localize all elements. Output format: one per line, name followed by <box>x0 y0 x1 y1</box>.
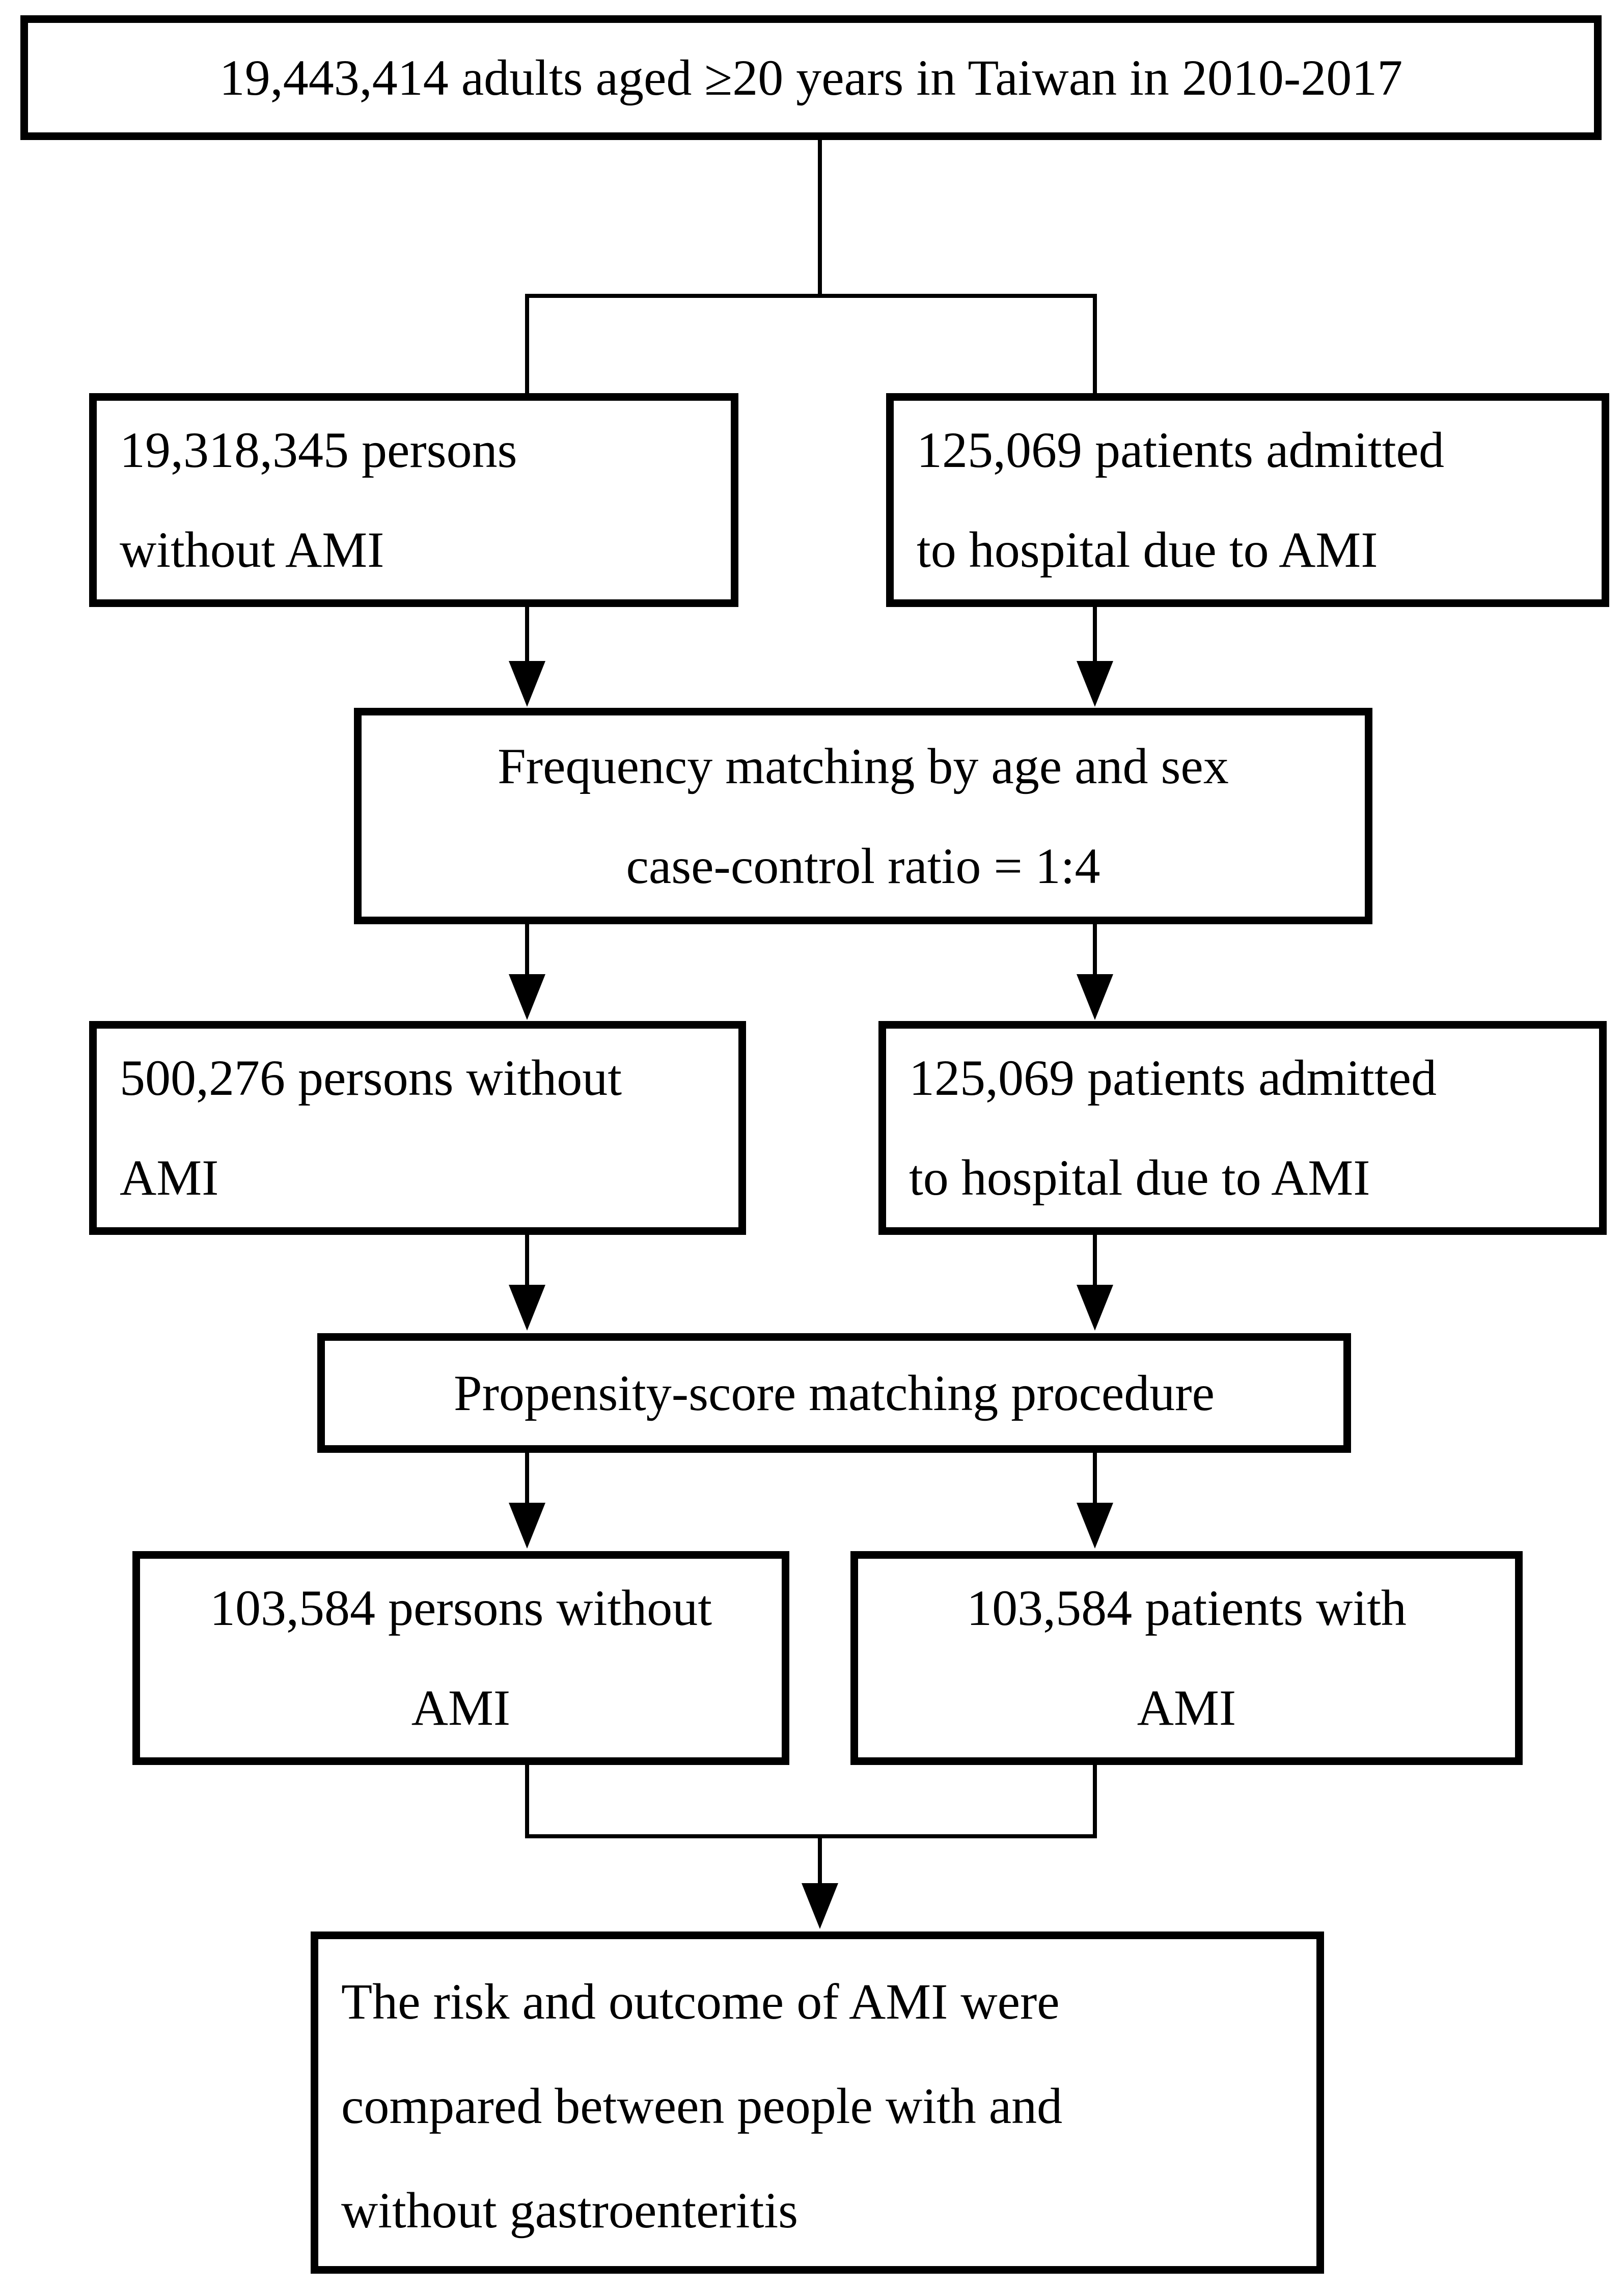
arrowhead-down-left-3 <box>509 1285 545 1331</box>
box-persons-without-ami-initial: 19,318,345 persons without AMI <box>89 393 738 607</box>
box-total-population-text: 19,443,414 adults aged ≥20 years in Taiw… <box>219 49 1403 106</box>
flow-line-top-left-drop <box>525 294 529 393</box>
arrowhead-down-left-1 <box>509 661 545 707</box>
box-outcome-line3: without gastroenteritis <box>341 2182 799 2239</box>
arrowhead-down-right-3 <box>1077 1285 1113 1331</box>
flow-line-merge-right <box>1093 1765 1097 1838</box>
box-frequency-matching-line1: Frequency matching by age and sex <box>498 737 1229 794</box>
arrowhead-down-left-4 <box>509 1503 545 1549</box>
flow-line-right-4 <box>1093 1453 1097 1505</box>
box-patients-ami-freq-matched: 125,069 patients admitted to hospital du… <box>878 1021 1607 1235</box>
flow-line-left-4 <box>525 1453 529 1505</box>
arrowhead-down-center <box>802 1883 838 1929</box>
arrowhead-down-right-4 <box>1077 1503 1113 1549</box>
box-patients-ami-initial-line2: to hospital due to AMI <box>917 521 1378 578</box>
box-persons-without-ami-ps-matched-line2: AMI <box>411 1679 511 1736</box>
flow-line-left-2 <box>525 924 529 976</box>
box-patients-ami-freq-matched-line2: to hospital due to AMI <box>909 1149 1370 1206</box>
box-patients-with-ami-ps-matched-line2: AMI <box>1137 1679 1236 1736</box>
box-persons-without-ami-initial-line1: 19,318,345 persons <box>120 422 517 478</box>
box-patients-with-ami-ps-matched: 103,584 patients with AMI <box>850 1551 1523 1765</box>
flow-line-merge-stem <box>818 1834 822 1885</box>
flow-line-top-stem <box>818 140 822 298</box>
box-patients-ami-freq-matched-line1: 125,069 patients admitted <box>909 1050 1437 1106</box>
flow-line-left-1 <box>525 607 529 663</box>
box-patients-ami-initial: 125,069 patients admitted to hospital du… <box>886 393 1609 607</box>
flow-line-merge-left <box>525 1765 529 1838</box>
flow-line-right-1 <box>1093 607 1097 663</box>
box-persons-without-ami-ps-matched: 103,584 persons without AMI <box>132 1551 789 1765</box>
box-outcome-line2: compared between people with and <box>341 2078 1063 2134</box>
box-patients-ami-initial-line1: 125,069 patients admitted <box>917 422 1444 478</box>
box-propensity-matching-text: Propensity-score matching procedure <box>454 1364 1215 1421</box>
flow-line-right-2 <box>1093 924 1097 976</box>
flow-line-top-split-bar <box>525 294 1097 298</box>
box-outcome: The risk and outcome of AMI were compare… <box>311 1932 1324 2274</box>
flow-line-merge-bar <box>525 1834 1097 1838</box>
arrowhead-down-right-2 <box>1077 974 1113 1020</box>
flow-line-right-3 <box>1093 1235 1097 1287</box>
box-persons-without-ami-initial-line2: without AMI <box>120 521 384 578</box>
box-patients-with-ami-ps-matched-line1: 103,584 patients with <box>967 1580 1407 1636</box>
box-propensity-matching: Propensity-score matching procedure <box>317 1333 1351 1453</box>
box-frequency-matching-line2: case-control ratio = 1:4 <box>626 837 1100 894</box>
box-frequency-matching: Frequency matching by age and sex case-c… <box>354 708 1372 924</box>
flow-line-top-right-drop <box>1093 294 1097 393</box>
box-total-population: 19,443,414 adults aged ≥20 years in Taiw… <box>20 15 1602 140</box>
box-persons-without-ami-freq-matched-line2: AMI <box>120 1149 219 1206</box>
box-persons-without-ami-freq-matched-line1: 500,276 persons without <box>120 1050 622 1106</box>
flow-line-left-3 <box>525 1235 529 1287</box>
arrowhead-down-left-2 <box>509 974 545 1020</box>
box-persons-without-ami-ps-matched-line1: 103,584 persons without <box>209 1580 712 1636</box>
box-persons-without-ami-freq-matched: 500,276 persons without AMI <box>89 1021 746 1235</box>
arrowhead-down-right-1 <box>1077 661 1113 707</box>
box-outcome-line1: The risk and outcome of AMI were <box>341 1973 1060 2030</box>
